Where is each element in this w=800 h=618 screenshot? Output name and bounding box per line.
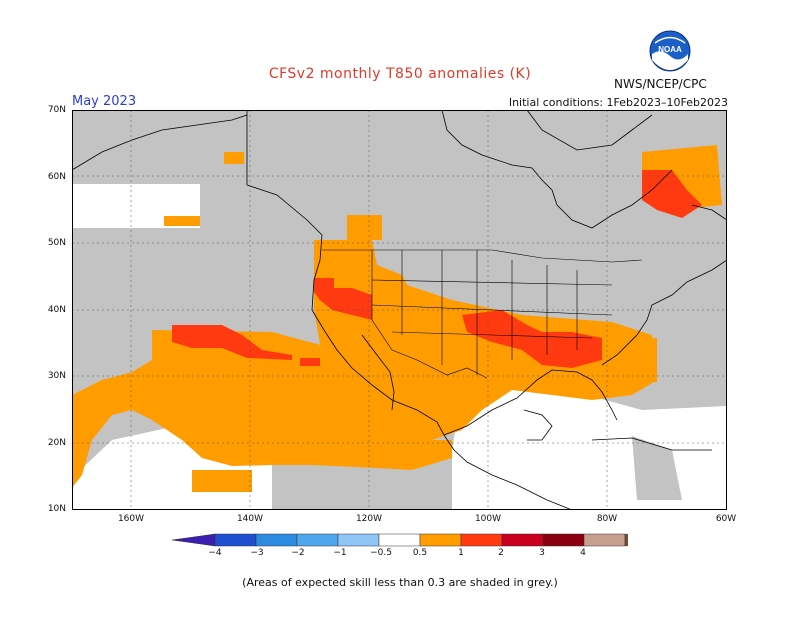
colorbar-segment <box>296 533 339 547</box>
colorbar-label: 1 <box>458 548 464 558</box>
lon-label: 160W <box>117 514 145 524</box>
chart-title: CFSv2 monthly T850 anomalies (K) <box>268 66 532 82</box>
colorbar-segment <box>378 533 421 547</box>
lon-label: 80W <box>596 514 618 524</box>
colorbar-segment <box>337 533 380 547</box>
colorbar-segment <box>460 533 503 547</box>
coastlines <box>72 110 727 510</box>
lon-label: 140W <box>236 514 264 524</box>
lat-label: 70N <box>47 105 66 115</box>
agency-label: NWS/NCEP/CPC <box>614 77 707 91</box>
lat-label: 10N <box>47 504 66 514</box>
colorbar-label: 3 <box>539 548 545 558</box>
lat-label: 50N <box>47 238 66 248</box>
lon-label: 60W <box>715 514 737 524</box>
colorbar-segment <box>624 533 628 547</box>
colorbar-segment <box>583 533 626 547</box>
initial-conditions: Initial conditions: 1Feb2023–10Feb2023 <box>508 96 728 109</box>
colorbar-label: −0.5 <box>370 548 392 558</box>
footnote: (Areas of expected skill less than 0.3 a… <box>242 576 558 589</box>
colorbar-label: 0.5 <box>412 548 428 558</box>
lat-label: 40N <box>47 305 66 315</box>
colorbar-segment <box>255 533 298 547</box>
colorbar-label: −4 <box>208 548 222 558</box>
lat-label: 30N <box>47 371 66 381</box>
colorbar-label: −3 <box>250 548 264 558</box>
colorbar-label: −1 <box>333 548 347 558</box>
colorbar-segment <box>501 533 544 547</box>
noaa-logo: NOAA <box>649 30 691 72</box>
colorbar-segment <box>214 533 257 547</box>
colorbar-segment <box>542 533 585 547</box>
anomaly-0p5-1 <box>72 145 722 492</box>
gridlines <box>72 110 727 510</box>
colorbar-label: 2 <box>498 548 504 558</box>
lon-label: 100W <box>474 514 502 524</box>
forecast-month: May 2023 <box>72 94 137 109</box>
colorbar-segment <box>419 533 462 547</box>
colorbar-label: −2 <box>291 548 305 558</box>
colorbar <box>172 533 628 547</box>
colorbar-segment <box>172 533 216 547</box>
anomaly-map <box>72 110 727 510</box>
anomaly-1-2 <box>172 170 702 368</box>
map-frame <box>72 110 727 510</box>
lon-label: 120W <box>355 514 383 524</box>
lat-label: 20N <box>47 438 66 448</box>
logo-text: NOAA <box>658 45 682 54</box>
lat-label: 60N <box>47 172 66 182</box>
colorbar-label: 4 <box>580 548 586 558</box>
